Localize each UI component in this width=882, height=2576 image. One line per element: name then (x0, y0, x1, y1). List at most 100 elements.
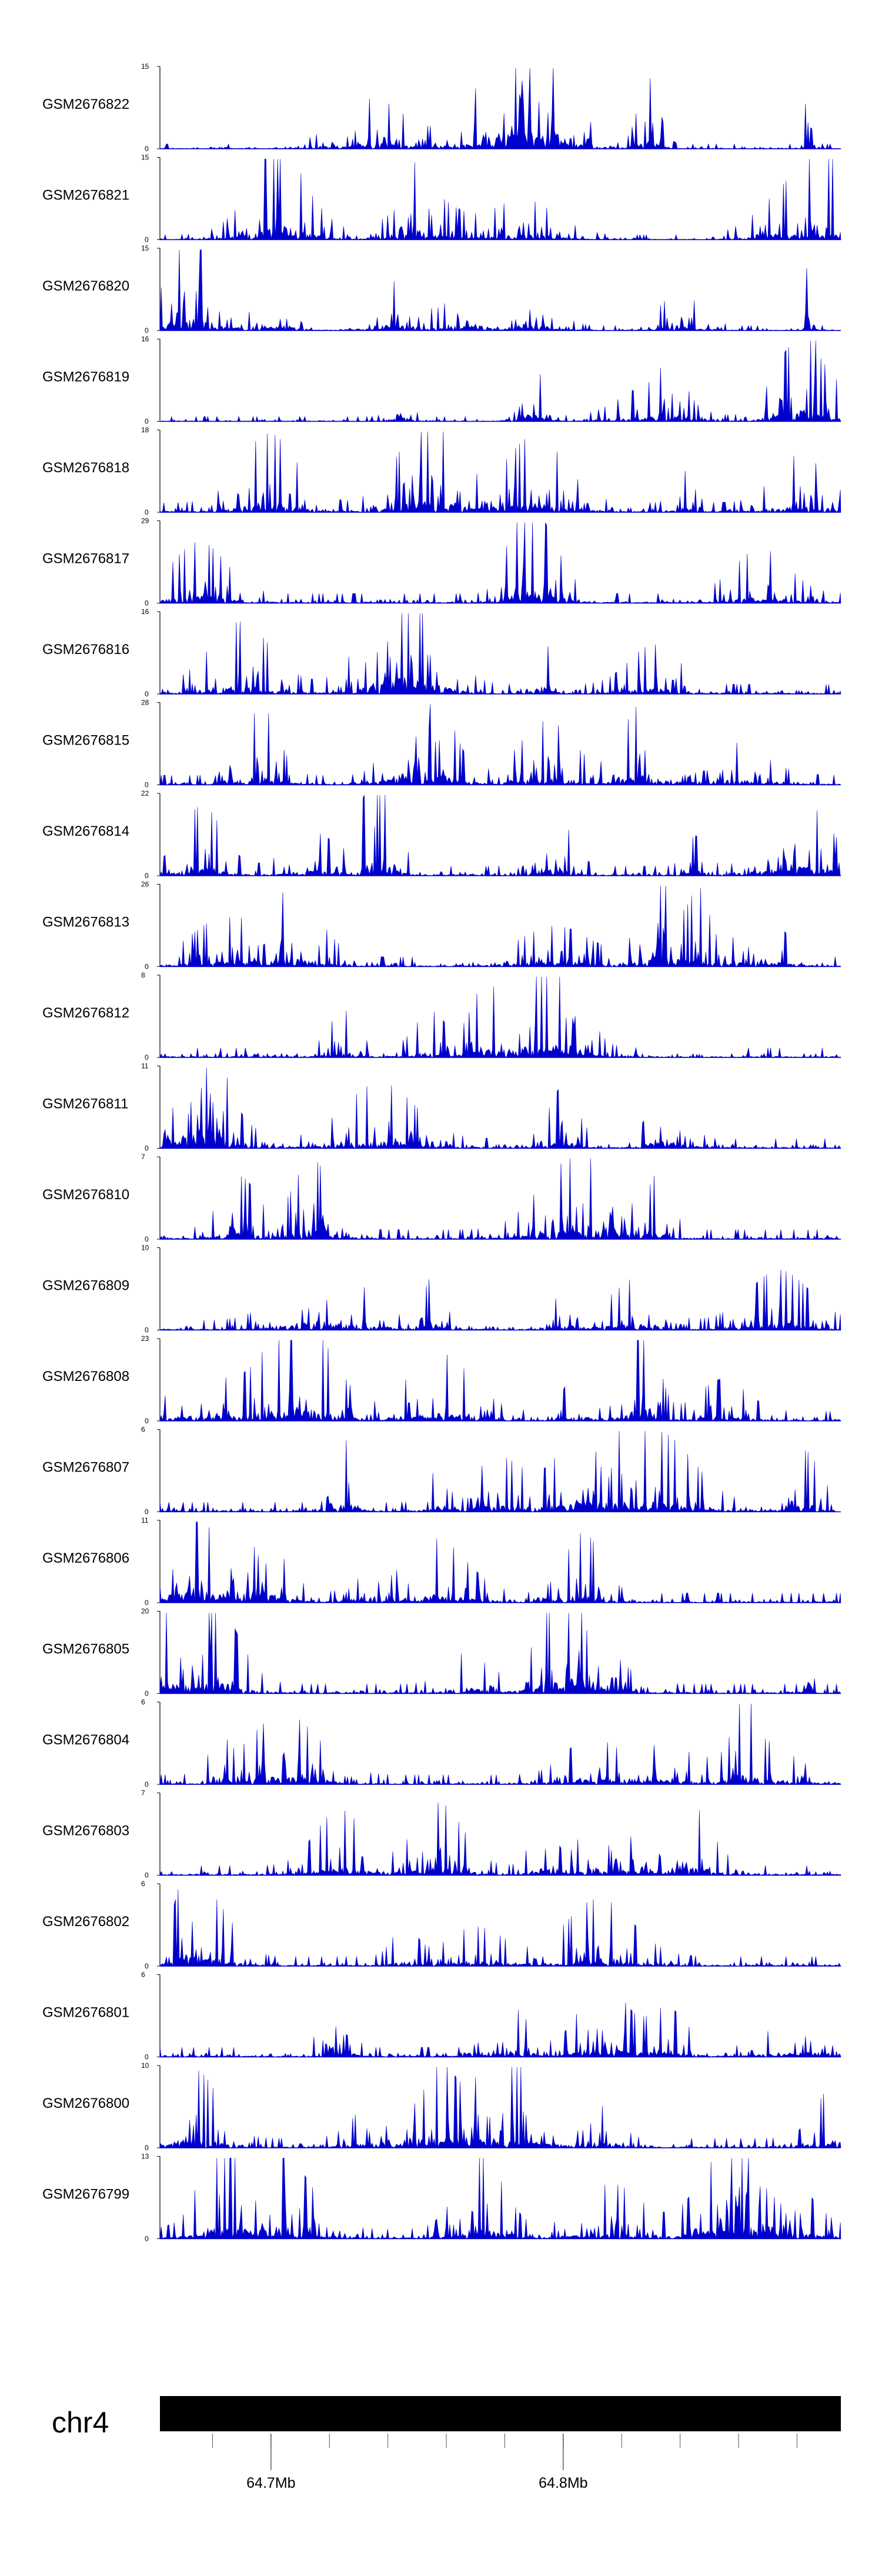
y-tick-label-min: 0 (145, 1053, 149, 1062)
track-label: GSM2676806 (42, 1550, 129, 1566)
y-tick-label-min: 0 (145, 781, 149, 789)
track-label: GSM2676807 (42, 1460, 129, 1476)
track: GSM2676818 18 0 (42, 426, 841, 516)
y-tick-label-min: 0 (145, 145, 149, 153)
track: GSM2676816 16 0 (42, 608, 841, 698)
y-tick-label-max: 22 (141, 789, 149, 798)
signal-area (159, 1158, 842, 1240)
y-tick-label-min: 0 (145, 326, 149, 335)
track: GSM2676817 29 0 (42, 517, 841, 608)
track: GSM2676809 10 0 (42, 1244, 841, 1334)
y-tick-label-min: 0 (145, 2144, 149, 2152)
y-tick-label-min: 0 (145, 599, 149, 608)
signal-area (159, 159, 841, 241)
track-label: GSM2676821 (42, 188, 129, 203)
track-label: GSM2676799 (42, 2187, 129, 2203)
track: GSM2676810 7 0 (42, 1153, 842, 1243)
track: GSM2676819 16 0 (42, 335, 841, 426)
y-tick-label-min: 0 (145, 1962, 149, 1970)
track: GSM2676803 7 0 (42, 1789, 841, 1880)
y-tick-label-max: 10 (141, 2061, 149, 2070)
coordinate-label: 64.8Mb (539, 2475, 587, 2491)
y-tick-label-max: 26 (141, 880, 149, 889)
y-tick-label-min: 0 (145, 1780, 149, 1788)
y-tick-label-min: 0 (145, 1235, 149, 1243)
chromosome-ideogram: chr4 64.7Mb 64.8Mb (52, 2396, 841, 2491)
signal-area (159, 431, 841, 513)
track-label: GSM2676814 (42, 823, 129, 839)
signal-area (159, 795, 841, 877)
y-tick-label-min: 0 (145, 690, 149, 698)
y-tick-label-max: 11 (141, 1062, 149, 1070)
track: GSM2676820 15 0 (42, 244, 841, 335)
y-tick-label-max: 10 (141, 1244, 149, 1252)
track: GSM2676806 11 0 (42, 1516, 841, 1607)
track: GSM2676813 26 0 (42, 880, 841, 971)
signal-area (159, 1067, 841, 1149)
signal-area (159, 341, 841, 422)
signal-area (159, 1521, 841, 1604)
signal-area (159, 1703, 841, 1786)
track: GSM2676801 6 0 (42, 1971, 841, 2061)
signal-area (159, 1613, 841, 1694)
y-tick-label-max: 23 (141, 1334, 149, 1343)
track-label: GSM2676805 (42, 1641, 129, 1657)
signal-area (159, 613, 841, 695)
track-label: GSM2676811 (42, 1096, 128, 1112)
y-tick-label-min: 0 (145, 508, 149, 516)
track-label: GSM2676813 (42, 915, 129, 930)
y-tick-label-min: 0 (145, 418, 149, 426)
signal-area (159, 522, 841, 604)
y-tick-label-min: 0 (145, 1599, 149, 1607)
signal-area (159, 2067, 841, 2148)
y-tick-label-max: 16 (141, 608, 149, 616)
y-tick-label-min: 0 (145, 1326, 149, 1334)
track-label: GSM2676802 (42, 1914, 129, 1930)
track: GSM2676802 6 0 (42, 1880, 841, 1970)
y-tick-label-max: 6 (141, 1880, 145, 1888)
signal-area (159, 886, 841, 967)
track: GSM2676804 6 0 (42, 1698, 841, 1788)
y-tick-label-max: 7 (141, 1789, 145, 1797)
y-tick-label-max: 15 (141, 154, 149, 162)
y-tick-label-max: 29 (141, 517, 149, 525)
track-label: GSM2676816 (42, 642, 129, 658)
track-label: GSM2676803 (42, 1823, 129, 1839)
signal-area (159, 976, 841, 1058)
track: GSM2676821 15 0 (42, 154, 841, 244)
y-tick-label-max: 8 (141, 971, 145, 979)
y-tick-label-max: 6 (141, 1426, 145, 1434)
track: GSM2676811 11 0 (42, 1062, 841, 1153)
track: GSM2676805 20 0 (42, 1607, 841, 1698)
y-tick-label-min: 0 (145, 1417, 149, 1425)
y-tick-label-max: 7 (141, 1153, 145, 1161)
y-tick-label-max: 18 (141, 426, 149, 434)
track-label: GSM2676800 (42, 2095, 129, 2111)
track: GSM2676815 28 0 (42, 699, 842, 789)
y-tick-label-max: 11 (141, 1516, 149, 1524)
y-tick-label-min: 0 (145, 872, 149, 880)
y-tick-label-min: 0 (145, 1144, 149, 1153)
y-tick-label-min: 0 (145, 1871, 149, 1880)
signal-area (159, 704, 842, 786)
signal-area (159, 68, 841, 149)
y-tick-label-max: 13 (141, 2153, 149, 2161)
track-label: GSM2676812 (42, 1005, 129, 1021)
signal-tracks: GSM2676822150GSM2676821150GSM2676820150G… (42, 62, 842, 2243)
chromosome-bar (160, 2396, 841, 2431)
y-tick-label-min: 0 (145, 963, 149, 971)
track: GSM2676800 10 0 (42, 2061, 841, 2152)
y-tick-label-max: 6 (141, 1698, 145, 1706)
y-tick-label-max: 6 (141, 1971, 145, 1979)
track: GSM2676799 13 0 (42, 2153, 841, 2243)
signal-area (159, 1431, 841, 1513)
track: GSM2676812 8 0 (42, 971, 841, 1062)
signal-area (159, 2003, 841, 2058)
signal-area (159, 1270, 841, 1331)
track: GSM2676808 23 0 (42, 1334, 841, 1425)
signal-area (159, 2158, 841, 2240)
y-tick-label-min: 0 (145, 1508, 149, 1516)
y-tick-label-min: 0 (145, 2235, 149, 2243)
y-tick-label-min: 0 (145, 236, 149, 244)
